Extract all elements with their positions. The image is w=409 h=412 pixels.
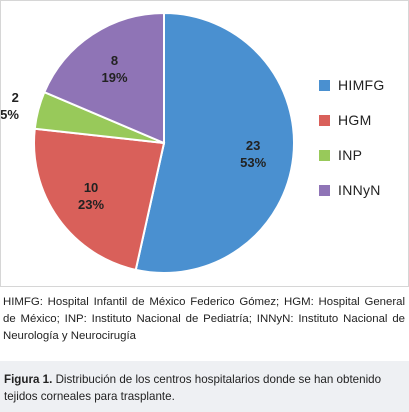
pie-slice-himfg [134, 11, 295, 274]
slice-value-label-inp: 2 [12, 90, 19, 105]
legend-label-hgm: HGM [338, 112, 372, 128]
legend-swatch-inp [319, 149, 330, 161]
slice-percent-label-hgm: 23% [78, 197, 104, 212]
legend-item-inp: INP [319, 145, 385, 165]
slice-percent-label-himfg: 53% [240, 155, 266, 170]
legend-swatch-hgm [319, 114, 330, 126]
legend-item-innyn: INNyN [319, 180, 385, 200]
caption-label: Figura 1. [4, 373, 53, 386]
legend-item-himfg: HIMFG [319, 75, 385, 95]
legend-swatch-innyn [319, 184, 330, 196]
pie-slice-innyn [43, 11, 165, 145]
legend-label-himfg: HIMFG [338, 77, 385, 93]
caption-text: Distribución de los centros hospitalario… [4, 373, 382, 403]
slice-percent-label-innyn: 19% [101, 70, 127, 85]
chart-legend: HIMFG HGM INP INNyN [319, 75, 385, 215]
pie-slice-hgm [33, 127, 166, 272]
chart-panel: 23 53% 10 23% 2 5% 8 19% HIMFG HGM INP INNyN [0, 0, 409, 287]
legend-label-inp: INP [338, 147, 363, 163]
slice-value-label-himfg: 23 [246, 138, 260, 153]
slice-value-label-innyn: 8 [111, 53, 118, 68]
legend-swatch-himfg [319, 79, 330, 91]
figure-caption: Figura 1. Distribución de los centros ho… [0, 361, 409, 412]
slice-percent-label-inp: 5% [1, 107, 19, 122]
legend-item-hgm: HGM [319, 110, 385, 130]
legend-label-innyn: INNyN [338, 182, 381, 198]
slice-value-label-hgm: 10 [84, 180, 98, 195]
pie-chart: 23 53% 10 23% 2 5% 8 19% [1, 11, 295, 274]
abbreviations-note: HIMFG: Hospital Infantil de México Feder… [3, 296, 405, 342]
